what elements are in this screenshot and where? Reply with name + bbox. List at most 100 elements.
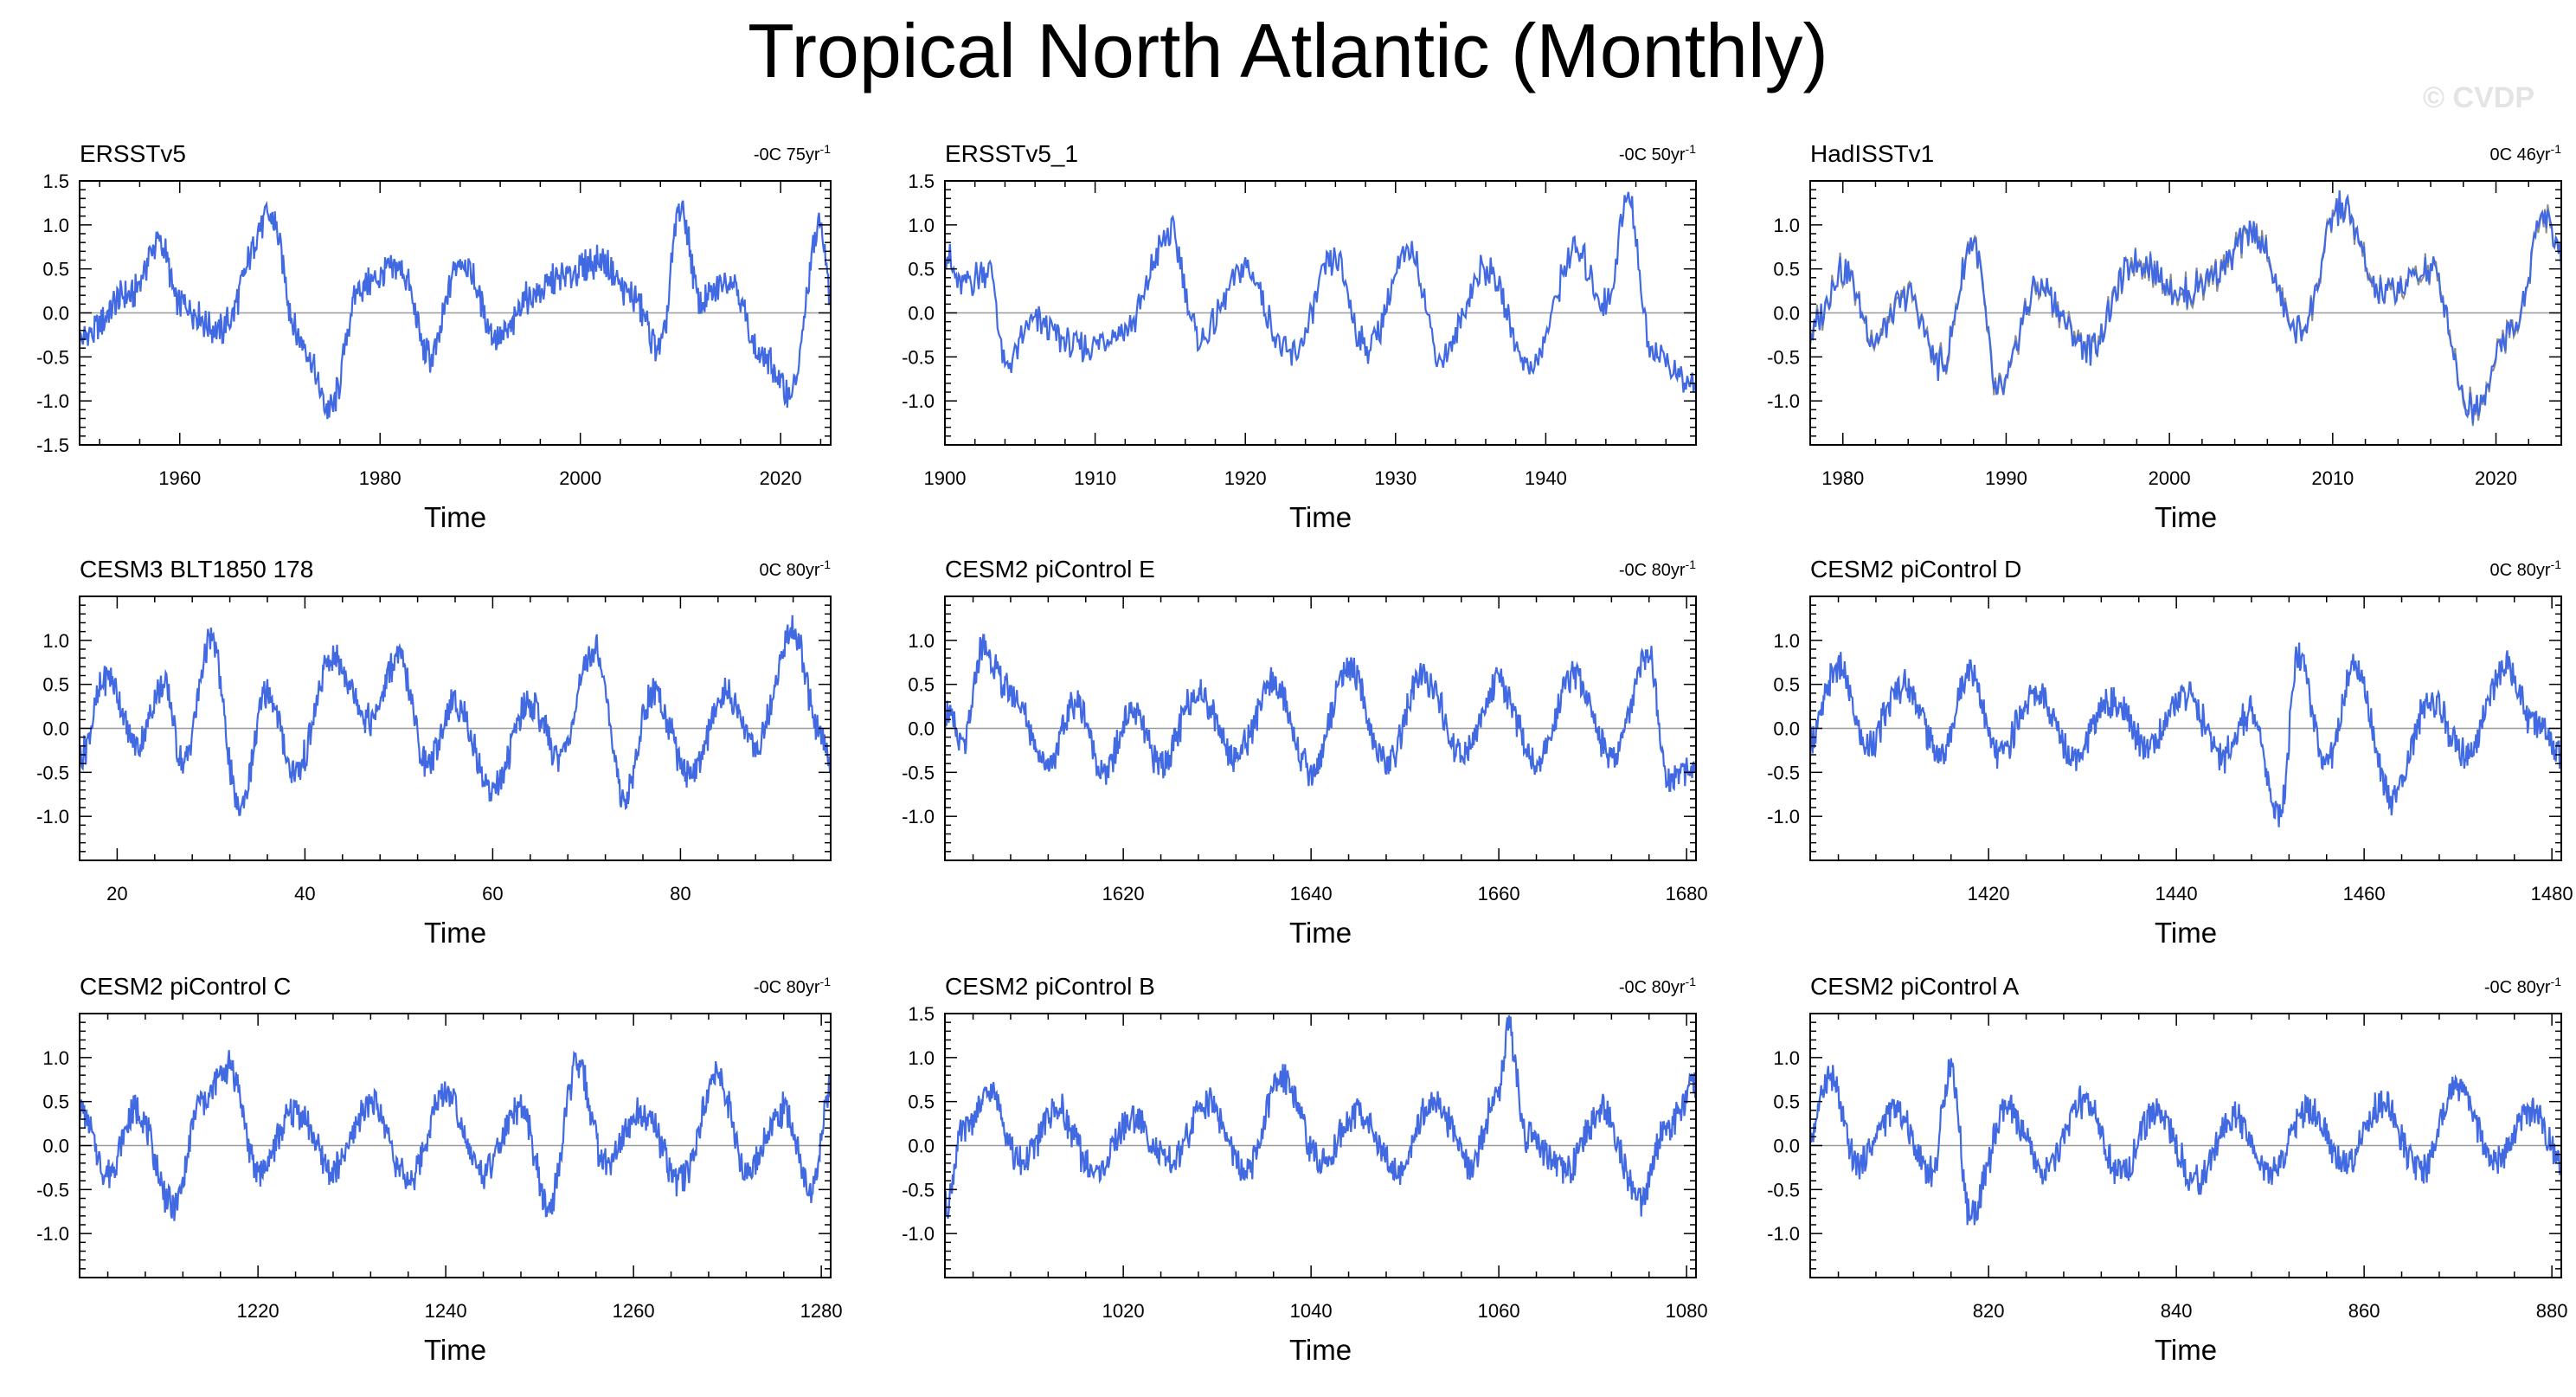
- panel-trend: -0C 80yr-1: [1619, 975, 1696, 997]
- panel-trend: -0C 80yr-1: [754, 975, 831, 997]
- y-tick-label: 0.5: [1773, 259, 1800, 280]
- x-tick-label: 2000: [2149, 467, 2191, 489]
- y-tick-label: 1.0: [1773, 630, 1800, 652]
- y-tick-label: 1.0: [908, 1047, 935, 1069]
- series-line: [943, 1014, 1698, 1220]
- x-tick-label: 1940: [1525, 467, 1567, 489]
- x-axis-label: Time: [424, 917, 486, 949]
- x-axis-label: Time: [2155, 1334, 2217, 1366]
- x-tick-label: 1220: [237, 1300, 279, 1322]
- x-tick-label: 1020: [1102, 1300, 1145, 1322]
- x-tick-label: 1280: [800, 1300, 843, 1322]
- trend-superscript: -1: [1686, 975, 1697, 988]
- y-tick-label: 0.5: [908, 259, 935, 280]
- x-tick-label: 1260: [613, 1300, 655, 1322]
- y-tick-label: -1.5: [36, 435, 69, 456]
- trend-superscript: -1: [820, 142, 832, 156]
- series-line: [1808, 1058, 2563, 1226]
- y-tick-label: -0.5: [36, 346, 69, 368]
- y-tick-label: -1.0: [1767, 1223, 1800, 1245]
- y-tick-label: -1.0: [902, 806, 935, 827]
- panel-trend: -0C 75yr-1: [754, 142, 831, 164]
- y-tick-label: 0.5: [908, 674, 935, 696]
- y-tick-label: 1.0: [42, 630, 69, 652]
- panel-trend: 0C 80yr-1: [760, 557, 832, 580]
- y-tick-label: 1.0: [1773, 1047, 1800, 1069]
- y-tick-label: -1.0: [1767, 806, 1800, 827]
- chart-panel-4: CESM3 BLT1850 178 0C 80yr-1 -1.0 -0.5 0.0 0.5…: [36, 556, 832, 949]
- trend-superscript: -1: [820, 557, 832, 571]
- x-tick-label: 860: [2348, 1300, 2380, 1322]
- x-tick-label: 2020: [2475, 467, 2517, 489]
- series-line: [78, 615, 832, 817]
- chart-panel-2: ERSSTv5_1 -0C 50yr-1 -1.0 -0.5 0.0 0.5 1.0 1.5 1…: [902, 140, 1697, 533]
- y-tick-label: 0.0: [1773, 303, 1800, 325]
- y-tick-label: 0.0: [42, 718, 69, 740]
- x-tick-label: 1460: [2343, 883, 2386, 905]
- figure-title: Tropical North Atlantic (Monthly): [748, 8, 1828, 93]
- x-tick-label: 880: [2536, 1300, 2568, 1322]
- y-tick-label: 0.5: [1773, 674, 1800, 696]
- x-tick-label: 1660: [1478, 883, 1520, 905]
- y-tick-label: -1.0: [36, 390, 69, 412]
- chart-panel-7: CESM2 piControl C -0C 80yr-1 -1.0 -0.5 0.0 0.…: [36, 973, 843, 1366]
- y-tick-label: 1.5: [42, 171, 69, 192]
- x-tick-label: 1980: [359, 467, 401, 489]
- x-tick-label: 1990: [1985, 467, 2027, 489]
- y-tick-label: 0.5: [908, 1091, 935, 1113]
- panel-title: HadISSTv1: [1810, 140, 1934, 167]
- series-line: [1808, 642, 2563, 827]
- y-tick-label: -0.5: [902, 1179, 935, 1201]
- series-line: [943, 634, 1698, 792]
- chart-panel-1: ERSSTv5 -0C 75yr-1 -1.5 -1.0 -0.5 0.0 0.5 1.0 1.…: [36, 140, 832, 533]
- watermark: © CVDP: [2423, 81, 2534, 114]
- x-tick-label: 2000: [559, 467, 601, 489]
- x-tick-label: 1480: [2531, 883, 2573, 905]
- y-tick-label: 1.0: [908, 630, 935, 652]
- y-tick-label: 0.0: [1773, 1136, 1800, 1157]
- series-line: [79, 1050, 832, 1221]
- trend-superscript: -1: [2551, 142, 2562, 156]
- x-tick-label: 1980: [1821, 467, 1864, 489]
- x-tick-label: 1080: [1666, 1300, 1708, 1322]
- x-tick-label: 1420: [1968, 883, 2010, 905]
- y-tick-label: 0.0: [908, 1136, 935, 1157]
- y-tick-label: -0.5: [902, 762, 935, 783]
- panel-trend: -0C 80yr-1: [2484, 975, 2561, 997]
- y-tick-label: 0.0: [1773, 718, 1800, 740]
- trend-superscript: -1: [1686, 142, 1697, 156]
- x-tick-label: 840: [2161, 1300, 2193, 1322]
- x-axis-label: Time: [424, 501, 486, 533]
- y-tick-label: -1.0: [902, 1223, 935, 1245]
- x-tick-label: 2010: [2311, 467, 2354, 489]
- y-tick-label: -0.5: [1767, 1179, 1800, 1201]
- y-tick-label: -1.0: [1767, 390, 1800, 412]
- y-tick-label: 0.5: [42, 1091, 69, 1113]
- chart-panel-6: CESM2 piControl D 0C 80yr-1 -1.0 -0.5 0.0 0.5…: [1767, 556, 2573, 949]
- y-tick-label: -1.0: [36, 806, 69, 827]
- y-tick-label: -0.5: [1767, 346, 1800, 368]
- x-axis-label: Time: [2155, 501, 2217, 533]
- y-tick-label: 0.0: [42, 303, 69, 325]
- x-tick-label: 1930: [1374, 467, 1416, 489]
- panel-trend: 0C 46yr-1: [2490, 142, 2562, 164]
- trend-superscript: -1: [2551, 557, 2562, 571]
- panel-title: CESM2 piControl B: [945, 973, 1155, 1000]
- y-tick-label: 1.0: [42, 1047, 69, 1069]
- series-line: [1808, 190, 2563, 424]
- x-tick-label: 1910: [1074, 467, 1116, 489]
- y-tick-label: 1.5: [908, 1003, 935, 1025]
- y-tick-label: -0.5: [1767, 762, 1800, 783]
- x-tick-label: 20: [106, 883, 127, 905]
- y-tick-label: 1.0: [1773, 215, 1800, 236]
- x-tick-label: 1440: [2155, 883, 2198, 905]
- chart-panel-8: CESM2 piControl B -0C 80yr-1 -1.0 -0.5 0.0 0.…: [902, 973, 1708, 1366]
- x-tick-label: 1240: [425, 1300, 467, 1322]
- x-tick-label: 1060: [1478, 1300, 1520, 1322]
- y-tick-label: 0.5: [42, 259, 69, 280]
- panel-title: CESM3 BLT1850 178: [80, 556, 313, 583]
- y-tick-label: 0.5: [1773, 1091, 1800, 1113]
- x-tick-label: 80: [670, 883, 691, 905]
- panel-trend: 0C 80yr-1: [2490, 557, 2562, 580]
